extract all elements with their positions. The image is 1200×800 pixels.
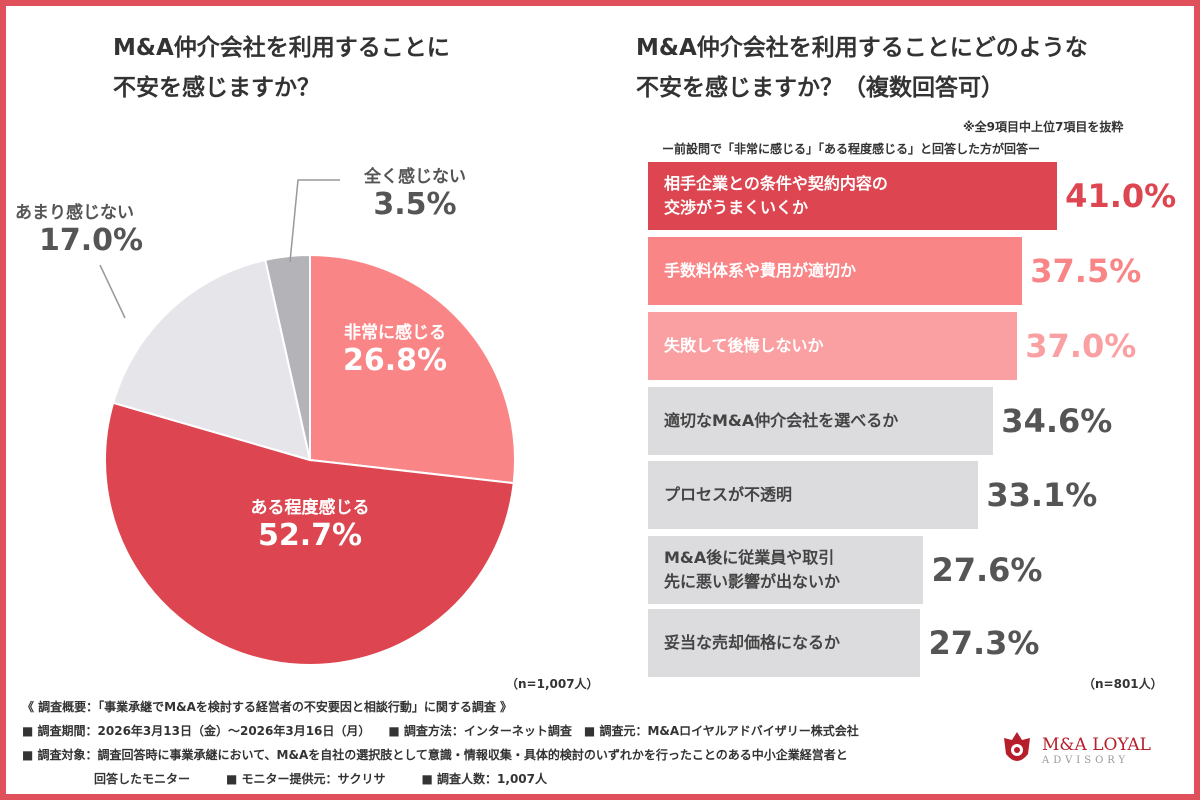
bar-sample-size: （n=801人）	[1083, 677, 1163, 691]
bar: 手数料体系や費用が適切か	[648, 237, 1023, 305]
bar-value-label: 37.0%	[1025, 327, 1137, 365]
bar: 適切なM&A仲介会社を選べるか	[648, 387, 994, 455]
bar-label: 失敗して後悔しないか	[664, 334, 824, 358]
bar-label-line: 交渉がうまくいくか	[664, 198, 809, 217]
footer-line: 《 調査概要：「事業承継でM&Aを検討する経営者の不安要因と相談行動」に関する調…	[22, 700, 513, 714]
pie-label-very: 非常に感じる 26.8%	[325, 318, 465, 378]
bar: 相手企業との条件や契約内容の 交渉がうまくいくか	[648, 162, 1058, 230]
slice-category: ある程度感じる	[250, 498, 370, 518]
bar-label-line: 手数料体系や費用が適切か	[664, 261, 857, 280]
pie-title-line: 不安を感じますか？	[113, 75, 320, 101]
company-logo: M&A LOYAL ADVISORY	[1000, 720, 1180, 780]
bar-label-line: 先に悪い影響が出ないか	[664, 572, 841, 591]
bar-value-label: 27.6%	[931, 551, 1043, 589]
bar-subtitle: ー前設問で「非常に感じる」「ある程度感じる」と回答した方が回答ー	[662, 142, 1041, 156]
pie-sample-size: （n=1,007人）	[506, 677, 599, 691]
footer-line: ■ 調査期間：2026年3月13日（金）～2026年3月16日（月） ■ 調査方…	[22, 724, 859, 738]
bar: 妥当な売却価格になるか	[648, 609, 921, 677]
bar-value-label: 37.5%	[1030, 252, 1142, 290]
bar-label: プロセスが不透明	[664, 483, 792, 507]
bar: プロセスが不透明	[648, 461, 979, 529]
crest-icon	[1004, 732, 1030, 761]
bar-note: ※全9項目中上位7項目を抜粋	[963, 120, 1124, 134]
leader-line	[99, 264, 126, 319]
pie-label-not-much: あまり感じない 17.0%	[15, 198, 175, 258]
bar-label: 適切なM&A仲介会社を選べるか	[664, 409, 898, 433]
pie-slice-3	[264, 253, 311, 461]
pie-slice-0	[309, 253, 516, 485]
footer-line: ■ 調査対象：調査回答時に事業承継において、M&Aを自社の選択肢として意識・情報…	[22, 748, 848, 762]
bar-value-label: 34.6%	[1001, 402, 1113, 440]
bar-value-label: 41.0%	[1065, 177, 1177, 215]
pie-chart	[0, 150, 620, 680]
bar-label-line: 妥当な売却価格になるか	[664, 633, 841, 652]
bar-chart-title: M&A仲介会社を利用することにどのような 不安を感じますか？（複数回答可）	[636, 28, 1176, 108]
pie-svg	[99, 179, 516, 666]
pie-title-line: M&A仲介会社を利用することに	[113, 35, 450, 61]
pie-chart-title: M&A仲介会社を利用することに 不安を感じますか？	[113, 28, 533, 108]
bar-label-line: M&A後に従業員や取引	[664, 548, 835, 567]
bar: 失敗して後悔しないか	[648, 312, 1018, 380]
slice-value: 17.0%	[39, 223, 144, 258]
slice-value: 3.5%	[373, 187, 457, 222]
bar: M&A後に従業員や取引 先に悪い影響が出ないか	[648, 536, 924, 604]
bar-label-line: 相手企業との条件や契約内容の	[664, 174, 888, 193]
bar-label: M&A後に従業員や取引 先に悪い影響が出ないか	[664, 546, 840, 594]
logo-subtext: ADVISORY	[1042, 754, 1130, 766]
bar-value-label: 33.1%	[986, 476, 1098, 514]
logo-text: M&A LOYAL	[1042, 734, 1151, 755]
pie-slice-1	[104, 401, 515, 666]
slice-category: あまり感じない	[15, 203, 134, 223]
bar-value-label: 27.3%	[928, 624, 1040, 662]
slice-category: 非常に感じる	[344, 323, 446, 343]
bar-label: 相手企業との条件や契約内容の 交渉がうまくいくか	[664, 172, 888, 220]
slice-value: 52.7%	[257, 518, 363, 553]
bar-label-line: プロセスが不透明	[664, 485, 793, 504]
pie-label-not-at-all: 全く感じない 3.5%	[340, 162, 490, 222]
slice-category: 全く感じない	[364, 167, 466, 187]
bar-label-line: 適切なM&A仲介会社を選べるか	[664, 411, 899, 430]
slice-value: 26.8%	[342, 343, 448, 378]
footer-line: 回答したモニター ■ モニター提供元：サクリサ ■ 調査人数：1,007人	[22, 772, 547, 786]
bar-title-line: 不安を感じますか？（複数回答可）	[636, 75, 1004, 101]
pie-label-somewhat: ある程度感じる 52.7%	[220, 493, 400, 553]
leader-line	[289, 179, 340, 263]
bar-label: 手数料体系や費用が適切か	[664, 259, 856, 283]
pie-slice-2	[111, 258, 312, 462]
bar-label: 妥当な売却価格になるか	[664, 631, 840, 655]
bar-label-line: 失敗して後悔しないか	[664, 336, 824, 355]
bar-title-line: M&A仲介会社を利用することにどのような	[636, 35, 1088, 61]
